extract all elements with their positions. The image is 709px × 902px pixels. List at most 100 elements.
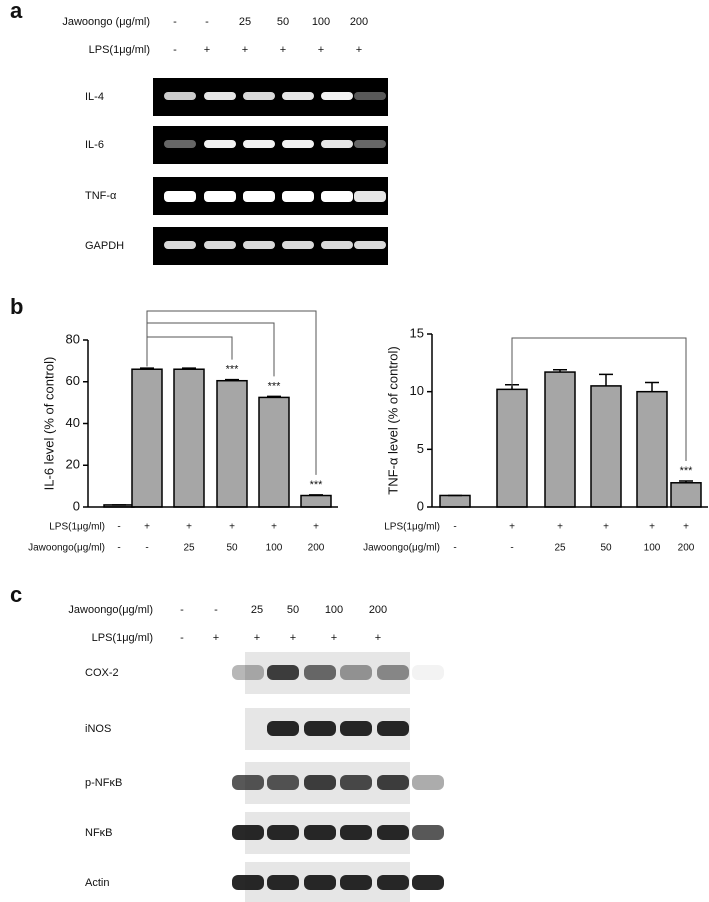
bar xyxy=(496,388,528,508)
x-row-value: - xyxy=(510,543,513,554)
treatment-label: LPS(1μg/ml) xyxy=(92,632,153,644)
gel-band xyxy=(243,241,275,249)
bar xyxy=(300,494,332,508)
y-tick-label: 0 xyxy=(73,498,80,513)
treatment-value: + xyxy=(242,44,248,56)
blot-band xyxy=(377,875,409,890)
treatment-value: + xyxy=(375,632,381,644)
x-row-label: Jawoongo(μg/ml) xyxy=(363,543,440,554)
x-row-value: - xyxy=(117,522,120,533)
panel-label: a xyxy=(10,0,23,23)
x-row-value: 25 xyxy=(183,543,195,554)
blot-band xyxy=(340,665,372,680)
blot-band xyxy=(267,825,299,840)
x-row-value: - xyxy=(145,543,148,554)
blot-band xyxy=(340,875,372,890)
y-tick-label: 15 xyxy=(410,325,424,340)
bar xyxy=(258,396,290,508)
blot-band xyxy=(267,875,299,890)
error-bar xyxy=(309,494,323,496)
treatment-label: Jawoongo (μg/ml) xyxy=(62,16,150,28)
x-row-value: 50 xyxy=(226,543,238,554)
treatment-value: + xyxy=(254,632,260,644)
gel-band xyxy=(164,140,196,148)
blot-band xyxy=(412,665,444,680)
gel-band xyxy=(243,191,275,202)
x-row-value: - xyxy=(117,543,120,554)
x-row-value: + xyxy=(649,522,655,533)
treatment-value: 50 xyxy=(277,16,289,28)
gel-band xyxy=(204,191,236,202)
significance: *** xyxy=(226,364,240,376)
treatment-value: + xyxy=(331,632,337,644)
x-row-value: 25 xyxy=(554,543,566,554)
y-tick-label: 20 xyxy=(66,457,80,472)
significance: *** xyxy=(268,380,282,392)
treatment-value: 200 xyxy=(369,604,387,616)
x-row-value: + xyxy=(603,522,609,533)
gel-band xyxy=(321,92,353,100)
treatment-value: - xyxy=(173,16,177,28)
x-row-value: + xyxy=(186,522,192,533)
error-bar xyxy=(599,373,613,386)
blot-band xyxy=(304,825,336,840)
y-tick-label: 60 xyxy=(66,373,80,388)
treatment-value: - xyxy=(214,604,218,616)
gel-band xyxy=(282,241,314,249)
x-row-value: + xyxy=(229,522,235,533)
blot-band xyxy=(232,825,264,840)
significance: *** xyxy=(310,479,324,491)
x-row-value: + xyxy=(271,522,277,533)
blot-band xyxy=(304,775,336,790)
panel-label: b xyxy=(10,294,23,319)
x-row-value: + xyxy=(509,522,515,533)
blot-band xyxy=(267,665,299,680)
blot-band xyxy=(340,775,372,790)
treatment-value: + xyxy=(356,44,362,56)
gel-band xyxy=(204,92,236,100)
error-bar xyxy=(679,480,693,483)
treatment-value: 25 xyxy=(239,16,251,28)
blot-band xyxy=(267,721,299,736)
bar xyxy=(216,379,248,508)
x-row-value: 100 xyxy=(644,543,661,554)
gel-band xyxy=(282,191,314,202)
bar xyxy=(636,390,668,508)
gel-band xyxy=(354,140,386,148)
treatment-value: - xyxy=(205,16,209,28)
treatment-value: + xyxy=(318,44,324,56)
gel-band xyxy=(204,140,236,148)
blot-band xyxy=(304,875,336,890)
x-row-value: 200 xyxy=(308,543,325,554)
treatment-value: + xyxy=(213,632,219,644)
blot-band xyxy=(412,825,444,840)
gel-band xyxy=(164,191,196,202)
blot-label: COX-2 xyxy=(85,667,119,679)
x-row-value: - xyxy=(453,522,456,533)
y-tick-label: 40 xyxy=(66,415,80,430)
treatment-value: 25 xyxy=(251,604,263,616)
x-row-value: - xyxy=(453,543,456,554)
blot-band xyxy=(412,775,444,790)
x-row-value: 200 xyxy=(678,543,695,554)
blot-band xyxy=(232,875,264,890)
gel-band xyxy=(321,140,353,148)
gel-band xyxy=(354,241,386,249)
gel-band xyxy=(164,92,196,100)
blot-band xyxy=(377,721,409,736)
blot-label: Actin xyxy=(85,877,109,889)
blot-band xyxy=(340,825,372,840)
blot-label: NFκB xyxy=(85,827,113,839)
x-row-value: + xyxy=(683,522,689,533)
y-tick-label: 10 xyxy=(410,383,424,398)
gel-band xyxy=(282,140,314,148)
x-row-value: + xyxy=(144,522,150,533)
treatment-label: Jawoongo(μg/ml) xyxy=(68,604,153,616)
error-bar xyxy=(645,381,659,392)
x-row-value: 100 xyxy=(266,543,283,554)
bar xyxy=(670,482,702,508)
gel-band xyxy=(321,241,353,249)
treatment-value: - xyxy=(180,604,184,616)
y-axis-label: TNF-α level (% of control) xyxy=(385,346,400,494)
